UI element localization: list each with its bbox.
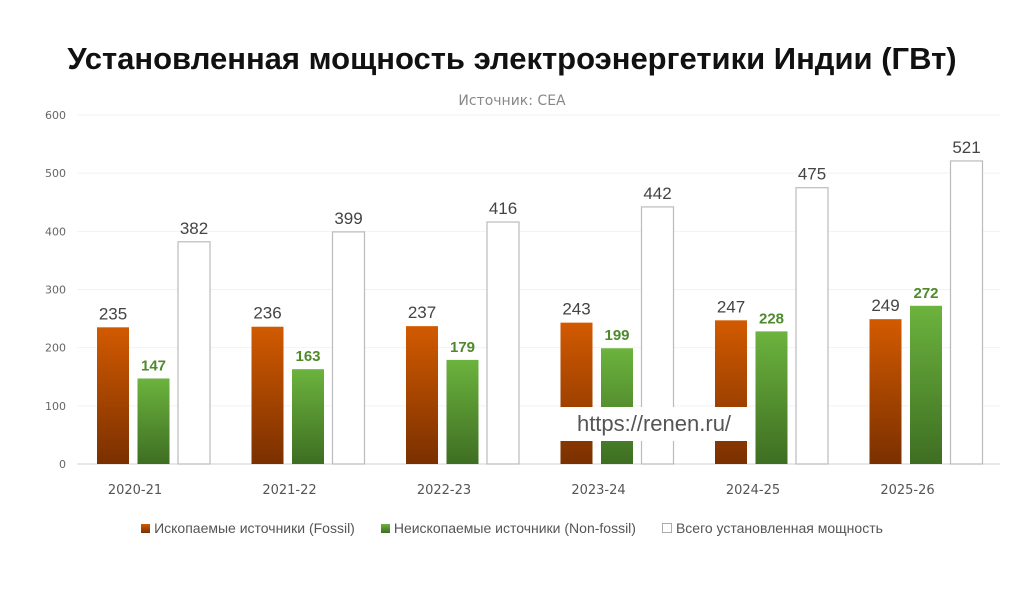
bar-nonfossil: [910, 305, 942, 464]
data-label: 179: [450, 339, 475, 356]
legend-swatch: [380, 523, 390, 533]
bar-total: [177, 241, 211, 465]
chart-subtitle: Источник: CEA: [458, 93, 566, 109]
y-tick-label: 500: [45, 167, 66, 180]
data-label: 236: [253, 304, 281, 323]
legend-swatch: [141, 523, 151, 533]
bar-total: [486, 221, 520, 465]
bar-fossil: [560, 322, 593, 464]
data-label: 163: [295, 348, 320, 365]
data-label: 272: [913, 285, 938, 302]
legend-item-fossil: Ископаемые источники (Fossil): [141, 520, 355, 536]
y-tick-label: 100: [45, 400, 66, 413]
x-tick-label: 2024-25: [726, 483, 780, 498]
data-label: 521: [952, 138, 980, 157]
data-label: 475: [798, 165, 826, 184]
data-label: 382: [180, 219, 208, 238]
data-label: 235: [99, 304, 127, 323]
bar-fossil: [251, 326, 284, 464]
y-tick-label: 400: [45, 225, 66, 238]
bar-nonfossil: [137, 378, 170, 464]
data-label: 228: [759, 310, 784, 327]
bar-fossil: [406, 326, 438, 464]
bar-total: [795, 187, 829, 465]
bar-nonfossil: [755, 331, 788, 464]
data-label: 237: [408, 303, 436, 322]
x-tick-label: 2023-24: [571, 483, 625, 498]
legend-item-total: Всего установленная мощность: [661, 520, 883, 536]
y-tick-label: 200: [45, 342, 66, 355]
data-label: 399: [334, 209, 362, 228]
data-label: 249: [871, 296, 899, 315]
y-tick-label: 0: [59, 458, 66, 471]
legend-label: Неископаемые источники (Non-fossil): [393, 520, 636, 536]
bar-total: [949, 160, 984, 465]
data-label: 442: [643, 184, 671, 203]
bar-nonfossil: [446, 359, 479, 464]
legend-label: Всего установленная мощность: [675, 520, 883, 536]
y-tick-label: 300: [45, 284, 66, 297]
chart-title: Установленная мощность электроэнергетики…: [67, 41, 957, 76]
x-tick-label: 2025-26: [880, 483, 934, 498]
bar-fossil: [869, 319, 902, 464]
x-tick-label: 2020-21: [108, 483, 162, 498]
x-tick-label: 2021-22: [262, 483, 316, 498]
bar-nonfossil: [601, 348, 633, 464]
bar-total: [331, 231, 366, 465]
legend-item-nonfossil: Неископаемые источники (Non-fossil): [380, 520, 636, 536]
data-label: 416: [489, 199, 517, 218]
bar-fossil: [97, 327, 129, 464]
x-tick-label: 2022-23: [417, 483, 471, 498]
legend: Ископаемые источники (Fossil) Неископаем…: [0, 520, 1024, 536]
watermark: https://renen.ru/: [558, 407, 750, 441]
data-label: 199: [604, 327, 629, 344]
data-label: 247: [717, 297, 745, 316]
legend-swatch: [661, 523, 672, 533]
data-label: 243: [562, 300, 590, 319]
bar-fossil: [715, 320, 747, 464]
bar-nonfossil: [292, 369, 324, 464]
legend-label: Ископаемые источники (Fossil): [154, 520, 355, 536]
data-label: 147: [141, 357, 166, 374]
y-tick-label: 600: [45, 109, 66, 122]
